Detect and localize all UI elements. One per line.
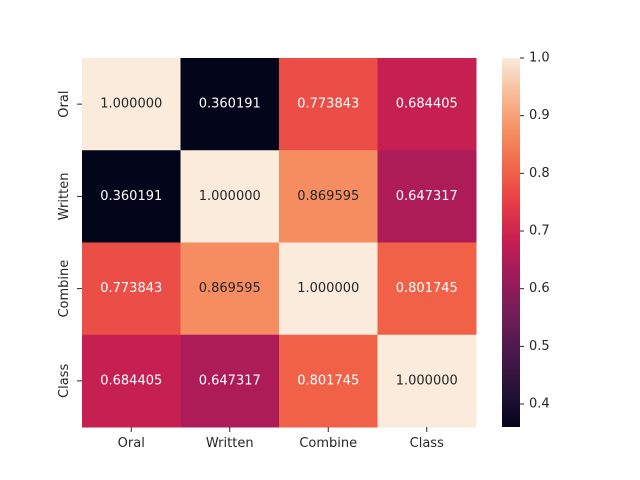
colorbar-tick-label-5: 0.9 <box>529 108 550 123</box>
x-tick-label-1: Written <box>206 436 254 451</box>
heatmap-cell-0-0 <box>82 58 181 151</box>
heatmap-cell-2-3 <box>377 242 477 336</box>
colorbar-ticks: 0.4 0.5 0.6 0.7 0.8 0.9 1.0 <box>520 51 550 412</box>
heatmap-cell-label-3-2: 0.801745 <box>297 373 359 388</box>
heatmap-cell-0-3 <box>377 58 477 151</box>
heatmap-cell-label-0-2: 0.773843 <box>297 97 359 112</box>
heatmap-cell-1-3 <box>377 150 477 243</box>
heatmap-cell-0-1 <box>180 58 280 151</box>
heatmap-cell-label-1-0: 0.360191 <box>100 189 162 204</box>
y-tick-label-1: Written <box>57 173 72 221</box>
heatmap-cell-3-0 <box>82 334 181 428</box>
heatmap-cell-label-3-1: 0.647317 <box>199 373 261 388</box>
x-tick-label-2: Combine <box>299 436 357 451</box>
heatmap-cell-1-1 <box>180 150 280 243</box>
y-tick-label-2: Combine <box>57 260 72 318</box>
heatmap-cell-labels: 1.000000 0.360191 0.773843 0.684405 0.360191… <box>100 97 458 389</box>
colorbar-tick-label-4: 0.8 <box>529 166 550 181</box>
heatmap-cell-1-0 <box>82 150 181 243</box>
heatmap-cell-label-2-3: 0.801745 <box>396 281 458 296</box>
heatmap-cell-label-2-1: 0.869595 <box>199 281 261 296</box>
heatmap-cell-label-1-3: 0.647317 <box>396 189 458 204</box>
heatmap-cell-2-2 <box>279 242 378 336</box>
y-axis: Oral Written Combine Class <box>57 91 82 398</box>
heatmap-cell-3-1 <box>180 334 280 428</box>
colorbar-tick-label-2: 0.6 <box>529 281 550 296</box>
heatmap-cell-1-2 <box>279 150 378 243</box>
heatmap-cell-label-1-2: 0.869595 <box>297 189 359 204</box>
heatmap-cell-label-0-3: 0.684405 <box>396 97 458 112</box>
heatmap-cell-label-3-3: 1.000000 <box>396 373 458 388</box>
heatmap-cell-label-2-0: 0.773843 <box>100 281 162 296</box>
heatmap-cell-label-3-0: 0.684405 <box>100 373 162 388</box>
y-tick-label-3: Class <box>57 364 72 398</box>
heatmap-cells <box>82 58 477 428</box>
heatmap-cell-label-2-2: 1.000000 <box>297 281 359 296</box>
colorbar-tick-label-1: 0.5 <box>529 339 550 354</box>
colorbar-tick-label-3: 0.7 <box>529 224 550 239</box>
x-tick-label-3: Class <box>410 436 444 451</box>
colorbar <box>502 58 520 427</box>
heatmap-cell-3-3 <box>377 334 477 428</box>
heatmap-cell-3-2 <box>279 334 378 428</box>
heatmap-cell-2-1 <box>180 242 280 336</box>
heatmap-cell-label-0-1: 0.360191 <box>199 97 261 112</box>
x-tick-label-0: Oral <box>118 436 145 451</box>
heatmap-cell-label-0-0: 1.000000 <box>100 97 162 112</box>
colorbar-tick-label-6: 1.0 <box>529 51 550 66</box>
y-tick-label-0: Oral <box>57 91 72 118</box>
colorbar-tick-label-0: 0.4 <box>529 397 550 412</box>
x-axis: Oral Written Combine Class <box>118 427 444 451</box>
heatmap-cell-label-1-1: 1.000000 <box>199 189 261 204</box>
heatmap-cell-0-2 <box>279 58 378 151</box>
heatmap-cell-2-0 <box>82 242 181 336</box>
